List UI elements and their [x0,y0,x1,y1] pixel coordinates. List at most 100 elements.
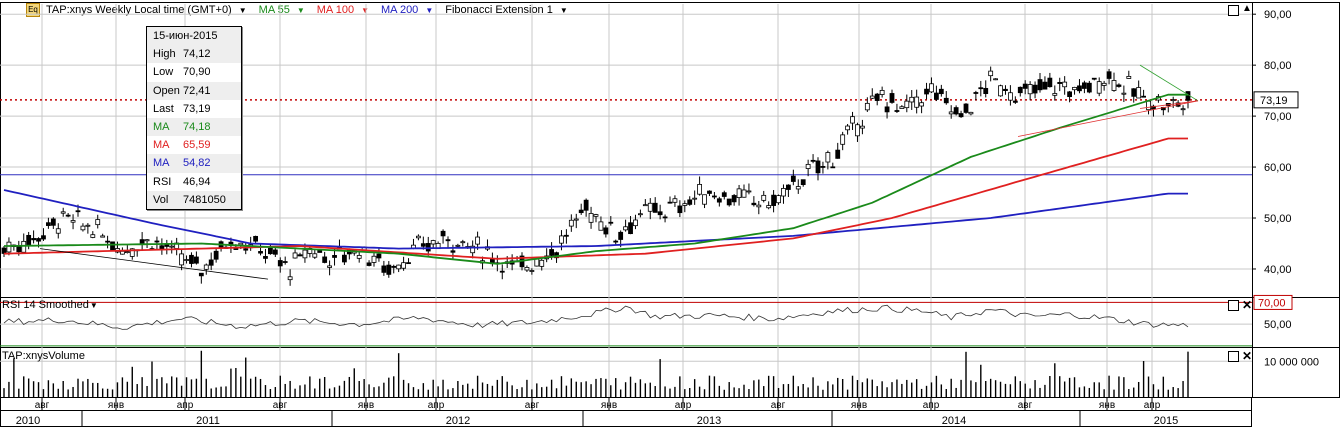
candle-body [790,175,796,182]
candle-body [455,244,461,247]
candle-body [766,205,772,209]
month-label: янв [851,400,867,411]
candle-body [312,253,318,258]
candle-body [603,227,609,235]
candle-body [998,85,1003,97]
candle-body [534,258,540,267]
month-label: авг [273,400,288,411]
info-row: Open 72,41 [147,81,241,100]
candle-body [1116,84,1122,87]
ma100-legend[interactable]: MA 100 ▼ [316,4,369,16]
candle-body [672,198,678,203]
candle-body [450,250,456,253]
candle-body [924,88,929,95]
candle-body [524,267,530,271]
candle-body [1086,82,1092,93]
volume-panel-label: TAP:xnysVolume [2,350,85,362]
info-key: MA [153,139,170,152]
candle-body [578,209,584,214]
candle-body [716,198,722,203]
fibonacci-legend[interactable]: Fibonacci Extension 1 ▼ [445,4,568,16]
candle-body [169,245,175,248]
candle-body [539,259,545,267]
info-key: Vol [153,193,169,206]
rsi-panel-label[interactable]: RSI 14 Smoothed▼ [2,299,98,311]
candle-body [253,235,259,242]
candle-body [460,241,466,244]
candle-body [327,265,333,268]
candle-body [272,249,278,255]
candle-body [46,222,51,226]
candle-body [440,230,446,237]
maximize-volume-panel-button[interactable] [1228,351,1239,362]
candle-body [85,224,91,227]
price-tick-label: 70,00 [1264,111,1292,123]
candle-body [894,110,900,112]
candle-body [189,254,194,264]
candle-body [110,241,115,251]
candle-body [682,203,688,206]
candle-body [292,252,298,259]
month-label: авг [35,400,50,411]
candle-body [297,254,303,257]
candle-body [904,100,910,109]
info-date-row: 15-июн-2015 [147,27,241,46]
candle-body [707,190,712,194]
candle-body [756,204,762,208]
candle-body [958,113,964,118]
info-value: 70,90 [183,66,211,79]
maximize-price-panel-button[interactable] [1228,5,1239,16]
candle-body [573,218,579,221]
price-tick-label: 40,00 [1264,264,1292,276]
info-value: 74,12 [183,48,211,61]
candle-body [55,228,61,234]
candle-body [1017,86,1023,94]
candle-body [36,238,41,242]
candle-body [884,106,890,113]
candle-body [1131,88,1137,97]
candle-body [1151,105,1156,110]
ma55-legend[interactable]: MA 55 ▼ [258,4,305,16]
candle-body [1096,81,1102,94]
candle-body [105,240,110,243]
info-key: Open [153,84,180,97]
ma200-legend[interactable]: MA 200 ▼ [381,4,434,16]
candle-body [988,70,994,77]
rsi-band-label: 70,00 [1258,297,1286,309]
fibonacci-line [1017,100,1199,137]
candle-body [1032,84,1038,94]
info-key: MA [153,121,170,134]
candle-body [277,260,283,267]
year-label: 2013 [697,415,721,427]
candle-body [1057,82,1063,84]
pin-icon[interactable]: ▲ [1242,3,1252,14]
info-row: MA 54,82 [147,154,241,173]
month-label: апр [428,400,445,411]
candle-body [381,265,387,273]
candle-body [623,226,628,231]
candle-body [657,211,663,216]
candle-body [356,255,362,259]
candle-body [499,270,505,273]
candle-body [75,210,81,213]
equity-icon[interactable]: Eq [26,3,40,17]
candle-body [263,256,268,259]
candle-body [687,199,693,205]
candle-body [371,255,377,263]
maximize-rsi-panel-button[interactable] [1228,300,1239,311]
candle-body [731,195,737,203]
candle-body [564,234,569,237]
candle-body [993,78,998,81]
candle-body [1052,93,1058,96]
year-label: 2010 [16,415,40,427]
candle-body [1106,71,1112,79]
candle-body [1170,99,1176,102]
close-volume-panel-icon[interactable]: ✕ [1242,349,1253,363]
candle-body [282,261,288,263]
candle-body [879,89,885,95]
candle-body [144,239,150,242]
candle-body [850,116,855,124]
candle-body [154,240,160,243]
candle-body [70,220,76,223]
close-rsi-panel-icon[interactable]: ✕ [1242,298,1253,312]
